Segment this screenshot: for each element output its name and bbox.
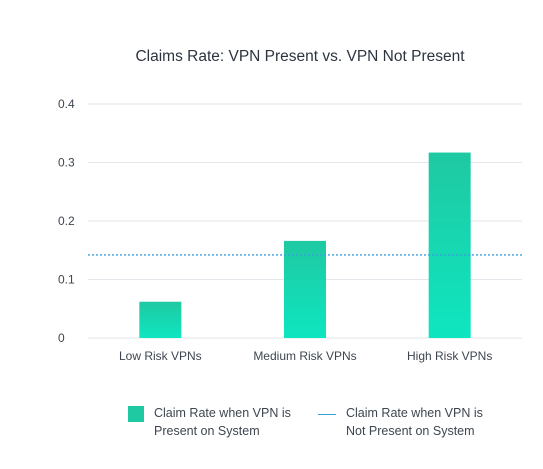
x-tick-label: Low Risk VPNs [119, 349, 202, 363]
x-axis-labels: Low Risk VPNs Medium Risk VPNs High Risk V… [119, 349, 492, 363]
bars [139, 152, 471, 338]
legend-swatch-bar [128, 406, 144, 422]
bar [139, 301, 182, 338]
y-tick-label: 0.2 [58, 214, 75, 228]
legend-swatch-line [318, 414, 336, 415]
legend-label-not-present: Claim Rate when VPN is Not Present on Sy… [346, 404, 486, 440]
chart-legend: Claim Rate when VPN is Present on System… [0, 404, 543, 454]
x-tick-label: High Risk VPNs [407, 349, 492, 363]
legend-label-present-line1: Claim Rate when VPN is [154, 406, 291, 420]
y-tick-label: 0.3 [58, 156, 75, 170]
y-axis-ticks: 0 0.1 0.2 0.3 0.4 [58, 97, 75, 345]
legend-label-not-present-line1: Claim Rate when VPN is [346, 406, 483, 420]
y-tick-label: 0.1 [58, 273, 75, 287]
bar [284, 240, 326, 338]
y-tick-label: 0.4 [58, 97, 75, 111]
legend-item-present: Claim Rate when VPN is Present on System [128, 404, 294, 440]
y-tick-label: 0 [58, 331, 65, 345]
x-tick-label: Medium Risk VPNs [253, 349, 356, 363]
bar [428, 152, 471, 338]
legend-label-present: Claim Rate when VPN is Present on System [154, 404, 294, 440]
legend-label-present-line2: Present on System [154, 424, 260, 438]
legend-item-not-present: Claim Rate when VPN is Not Present on Sy… [318, 404, 486, 440]
chart-title: Claims Rate: VPN Present vs. VPN Not Pre… [135, 48, 465, 65]
legend-label-not-present-line2: Not Present on System [346, 424, 475, 438]
